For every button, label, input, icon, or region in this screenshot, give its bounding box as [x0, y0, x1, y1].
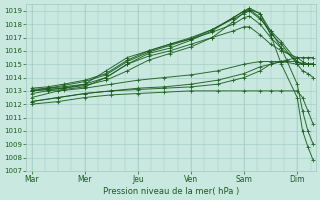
X-axis label: Pression niveau de la mer( hPa ): Pression niveau de la mer( hPa ) [103, 187, 239, 196]
